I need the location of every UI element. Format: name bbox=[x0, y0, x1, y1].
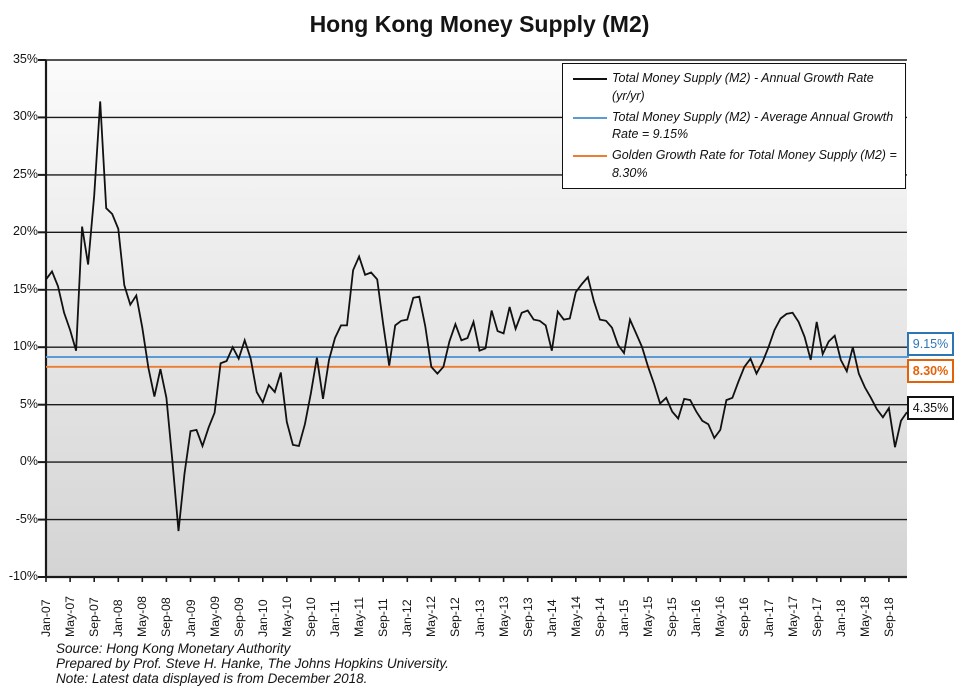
x-axis-label: Jan-07 bbox=[39, 599, 53, 637]
x-axis-label: Sep-14 bbox=[592, 597, 607, 637]
x-axis-label: Sep-08 bbox=[159, 597, 174, 637]
x-axis-label: Sep-07 bbox=[87, 597, 102, 637]
x-axis-label: Jan-08 bbox=[111, 599, 126, 637]
blue-line-swatch-icon bbox=[573, 116, 607, 119]
x-axis-label: May-14 bbox=[568, 595, 583, 637]
average-value-label: 9.15% bbox=[907, 332, 954, 356]
x-axis-label: May-18 bbox=[857, 595, 872, 637]
y-axis-label: 20% bbox=[12, 224, 38, 239]
y-axis-label: 15% bbox=[12, 281, 38, 296]
black-line-swatch-icon bbox=[573, 78, 607, 80]
x-axis-label: May-08 bbox=[135, 595, 150, 637]
x-axis-label: May-09 bbox=[207, 595, 222, 637]
last-value-label: 4.35% bbox=[907, 396, 954, 420]
x-axis-label: May-12 bbox=[424, 595, 439, 637]
chart-title: Hong Kong Money Supply (M2) bbox=[309, 11, 650, 37]
x-axis-label: Sep-13 bbox=[520, 597, 535, 637]
x-axis-label: Jan-13 bbox=[472, 599, 487, 637]
x-axis-label: Sep-15 bbox=[665, 597, 680, 637]
y-axis-label: -5% bbox=[15, 511, 38, 526]
x-axis-label: Sep-16 bbox=[737, 597, 752, 637]
y-axis-label: 5% bbox=[19, 396, 38, 411]
y-axis-label: 10% bbox=[12, 339, 38, 354]
x-axis-label: May-10 bbox=[279, 595, 294, 637]
x-axis-label: May-13 bbox=[496, 595, 511, 637]
x-axis-label: May-07 bbox=[63, 595, 78, 637]
footer-source: Source: Hong Kong Monetary Authority bbox=[56, 641, 291, 656]
legend-label: Total Money Supply (M2) - Annual Growth … bbox=[612, 71, 874, 103]
x-axis-label: Sep-10 bbox=[303, 597, 318, 637]
x-axis-label: Jan-11 bbox=[328, 600, 342, 637]
x-axis-label: Jan-09 bbox=[183, 599, 198, 637]
x-axis-label: Jan-10 bbox=[255, 599, 270, 637]
x-axis-label: Jan-12 bbox=[400, 599, 415, 637]
x-axis-label: Jan-16 bbox=[689, 599, 704, 637]
legend: Total Money Supply (M2) - Annual Growth … bbox=[562, 63, 906, 189]
x-axis-label: May-11 bbox=[352, 596, 367, 637]
x-axis-label: Jan-14 bbox=[544, 599, 559, 637]
x-axis-label: Sep-11 bbox=[376, 598, 391, 637]
golden-value-label: 8.30% bbox=[907, 359, 954, 383]
y-axis-label: 30% bbox=[12, 109, 38, 124]
y-axis-label: 25% bbox=[12, 166, 38, 181]
footer-prepared-by: Prepared by Prof. Steve H. Hanke, The Jo… bbox=[56, 656, 449, 671]
x-axis-label: May-15 bbox=[641, 595, 656, 637]
footer-note: Note: Latest data displayed is from Dece… bbox=[56, 671, 368, 686]
x-axis-label: Sep-18 bbox=[881, 597, 896, 637]
x-axis-label: Jan-15 bbox=[617, 599, 631, 637]
x-axis-label: Sep-17 bbox=[809, 597, 824, 637]
x-axis-label: Sep-09 bbox=[231, 597, 246, 637]
y-axis-label: 0% bbox=[19, 454, 38, 469]
x-axis-label: Jan-17 bbox=[761, 599, 776, 637]
x-axis-label: May-17 bbox=[785, 595, 800, 637]
legend-label: Golden Growth Rate for Total Money Suppl… bbox=[612, 148, 897, 180]
legend-item-average-growth: Total Money Supply (M2) - Average Annual… bbox=[573, 109, 897, 145]
y-axis-label: -10% bbox=[8, 569, 38, 583]
y-axis-label: 35% bbox=[12, 52, 38, 66]
legend-label: Total Money Supply (M2) - Average Annual… bbox=[612, 109, 894, 142]
x-axis-label: Jan-18 bbox=[833, 599, 848, 637]
legend-item-annual-growth: Total Money Supply (M2) - Annual Growth … bbox=[573, 70, 897, 106]
orange-line-swatch-icon bbox=[573, 155, 607, 157]
x-axis-label: Sep-12 bbox=[448, 597, 463, 637]
legend-item-golden-growth: Golden Growth Rate for Total Money Suppl… bbox=[573, 147, 897, 183]
x-axis-label: May-16 bbox=[713, 595, 728, 637]
